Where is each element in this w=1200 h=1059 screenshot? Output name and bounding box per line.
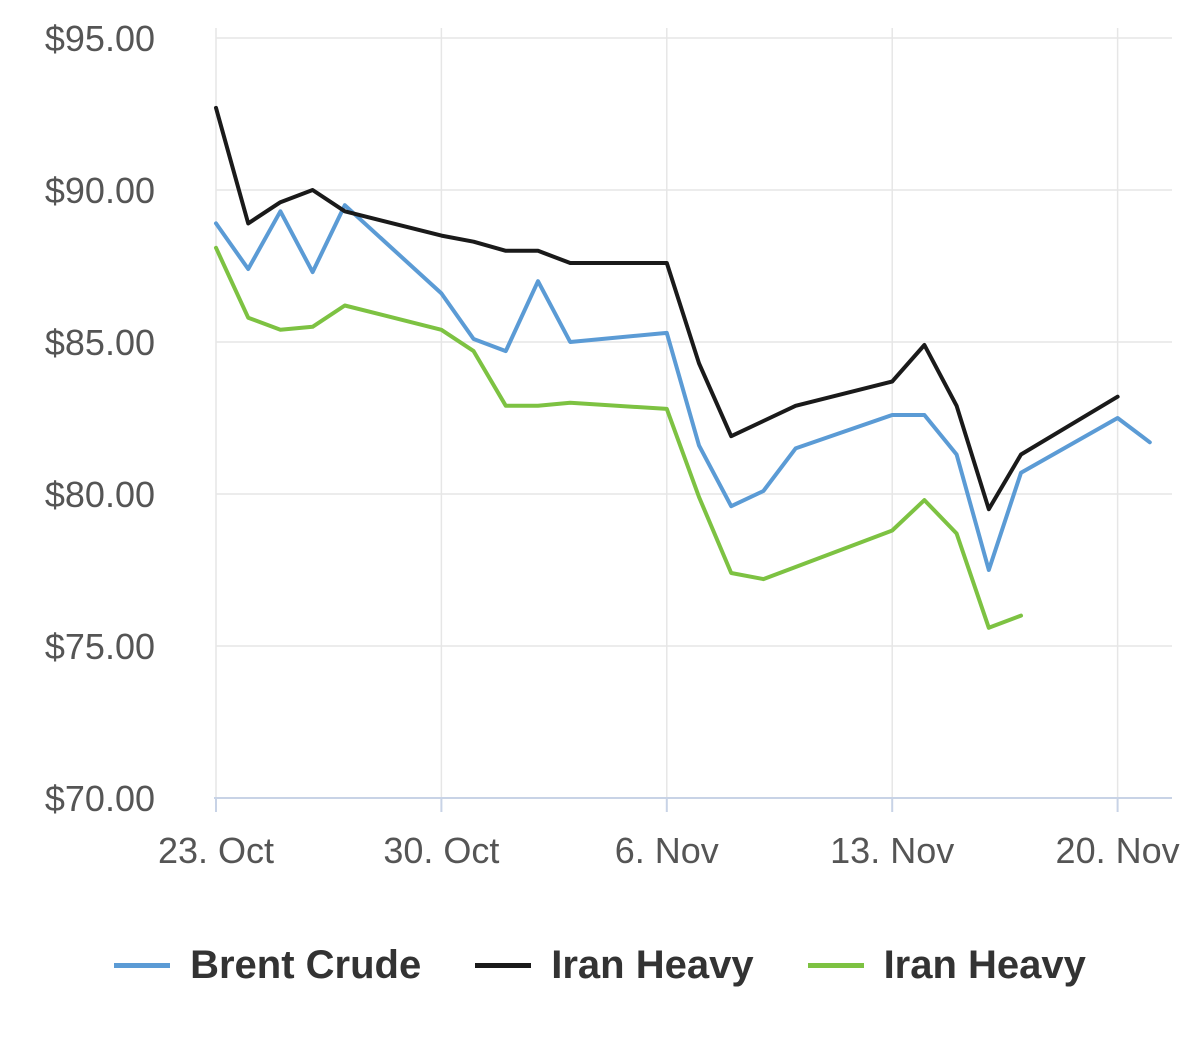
y-tick-label: $95.00: [45, 18, 155, 59]
y-axis-tick-labels: $70.00 $75.00 $80.00 $85.00 $90.00 $95.00: [45, 18, 155, 819]
x-axis-tick-labels: 23. Oct 30. Oct 6. Nov 13. Nov 20. Nov: [158, 830, 1180, 871]
y-tick-label: $85.00: [45, 322, 155, 363]
series-line-2: [214, 105, 1120, 512]
axes: [214, 797, 1172, 812]
x-tick-label: 6. Nov: [615, 830, 719, 871]
chart-legend: Brent Crude Iran Heavy Iran Heavy: [0, 930, 1200, 1000]
legend-item-iran-heavy-green[interactable]: Iran Heavy: [807, 942, 1086, 988]
series-line-3: [214, 245, 1023, 630]
legend-label: Iran Heavy: [883, 942, 1086, 987]
legend-item-brent-crude[interactable]: Brent Crude: [114, 943, 421, 988]
legend-swatch-brent-crude: [114, 962, 171, 968]
x-tick-label: 23. Oct: [158, 830, 274, 871]
y-tick-label: $90.00: [45, 170, 155, 211]
x-tick-label: 13. Nov: [830, 830, 954, 871]
y-tick-label: $75.00: [45, 626, 155, 667]
series-lines: [214, 105, 1152, 630]
legend-swatch-iran-heavy-green: [807, 962, 864, 968]
legend-label: Iran Heavy: [551, 942, 754, 987]
legend-label: Brent Crude: [190, 942, 422, 987]
legend-item-iran-heavy-black[interactable]: Iran Heavy: [475, 942, 754, 988]
y-tick-label: $80.00: [45, 474, 155, 515]
series-line-1: [214, 203, 1152, 572]
x-tick-label: 30. Oct: [383, 830, 499, 871]
gridlines: [215, 28, 1172, 798]
y-tick-label: $70.00: [45, 778, 155, 819]
legend-swatch-iran-heavy-black: [475, 962, 532, 968]
x-tick-label: 20. Nov: [1056, 830, 1180, 871]
